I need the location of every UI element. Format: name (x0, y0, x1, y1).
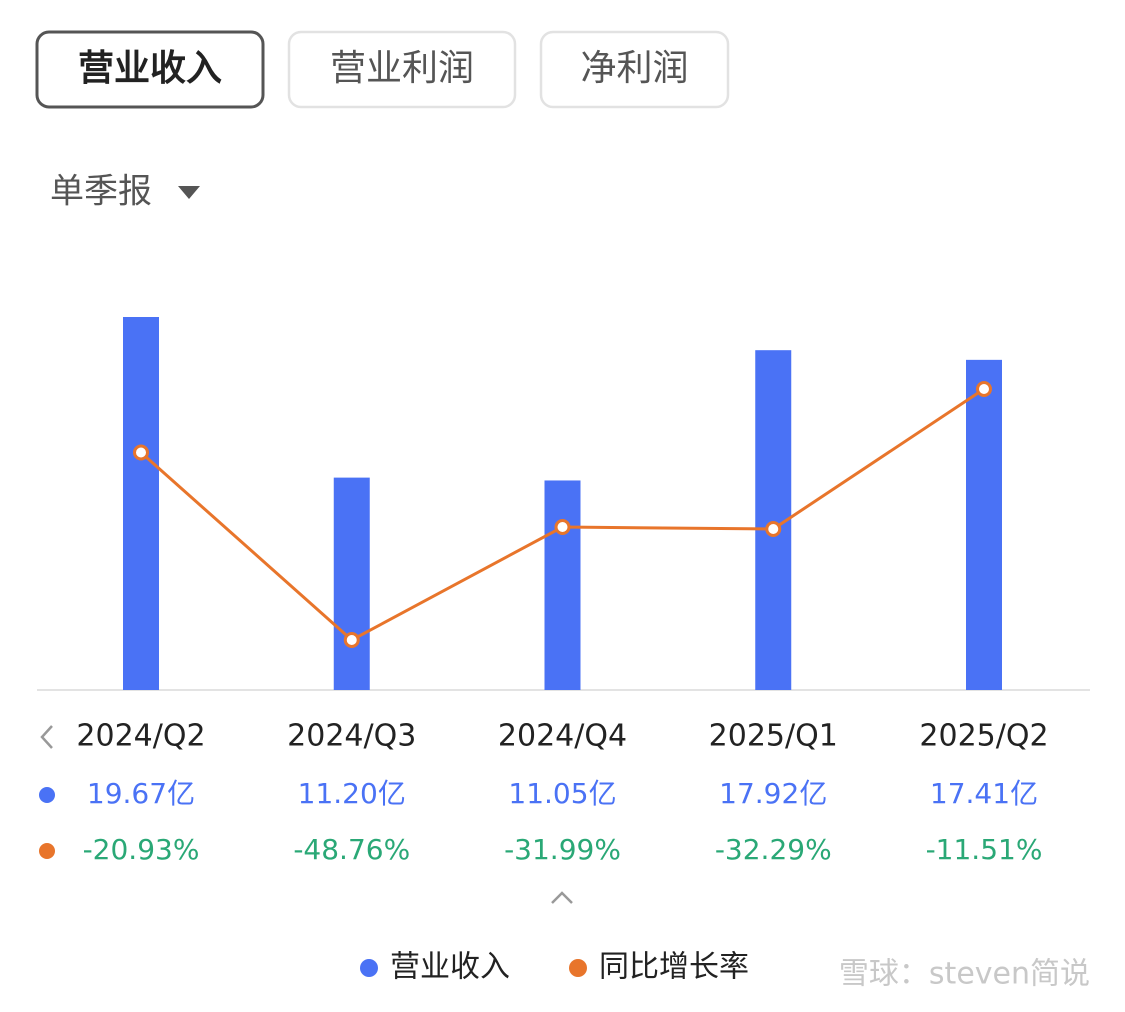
value-label: 11.05亿 (508, 777, 616, 810)
value-label: -20.93% (83, 833, 200, 866)
value-label: 17.41亿 (930, 777, 1038, 810)
row-dot (39, 843, 55, 859)
dropdown-arrow[interactable] (178, 186, 200, 199)
row-dot (39, 787, 55, 803)
value-label: -31.99% (504, 833, 621, 866)
x-tick-label: 2024/Q4 (498, 719, 627, 754)
line-point (133, 444, 149, 461)
tab[interactable] (287, 30, 517, 109)
x-tick-label: 2024/Q3 (287, 719, 416, 754)
value-label: 19.67亿 (87, 777, 195, 810)
collapse-arrow[interactable] (551, 891, 573, 904)
line-point (976, 381, 992, 397)
bar (333, 477, 370, 690)
x-tick-label: 2025/Q1 (709, 719, 838, 754)
x-tick-label: 2025/Q2 (919, 719, 1048, 754)
bar (544, 480, 581, 690)
period-selector[interactable]: 单季报 (50, 172, 152, 212)
value-label: 11.20亿 (298, 777, 406, 810)
tab[interactable] (539, 30, 730, 109)
line-point (554, 518, 571, 535)
line-point (343, 632, 360, 648)
legend-label[interactable]: 营业收入 (390, 950, 510, 985)
line-point (765, 521, 782, 538)
tab-label[interactable]: 净利润 (580, 48, 688, 89)
watermark: 雪球：steven简说 (839, 957, 1090, 992)
value-label: 17.92亿 (719, 777, 827, 810)
tab-label[interactable]: 营业利润 (330, 48, 474, 89)
legend-dot[interactable] (569, 959, 587, 977)
value-label: -32.29% (715, 833, 832, 866)
value-label: -48.76% (293, 833, 410, 866)
tab-label[interactable]: 营业收入 (78, 48, 222, 89)
bar (966, 359, 1002, 690)
legend-dot[interactable] (360, 959, 378, 977)
bar (123, 317, 159, 690)
value-label: -11.51% (926, 833, 1043, 866)
prev-arrow[interactable] (40, 725, 53, 749)
x-tick-label: 2024/Q2 (76, 719, 205, 754)
tab[interactable] (35, 30, 265, 109)
legend-label[interactable]: 同比增长率 (599, 950, 749, 985)
